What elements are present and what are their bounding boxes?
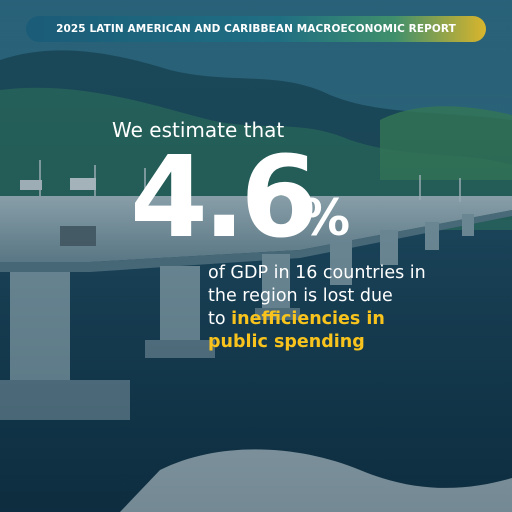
highlight-text-2: public spending (208, 332, 365, 352)
report-banner: 2025 LATIN AMERICAN AND CARIBBEAN MACROE… (26, 16, 486, 42)
headline-body: of GDP in 16 countries in the region is … (208, 262, 508, 354)
body-line-3-text: to (208, 309, 232, 329)
body-line-2: the region is lost due (208, 286, 393, 306)
percent-sign: % (300, 189, 351, 247)
headline-value: 4.6 (130, 133, 318, 263)
body-line-1: of GDP in 16 countries in (208, 263, 426, 283)
highlight-text-1: inefficiencies in (231, 309, 385, 329)
body-line-3: to inefficiencies in (208, 308, 508, 331)
lead-text: We estimate that (112, 118, 285, 142)
report-title: 2025 LATIN AMERICAN AND CARIBBEAN MACROE… (56, 23, 456, 35)
